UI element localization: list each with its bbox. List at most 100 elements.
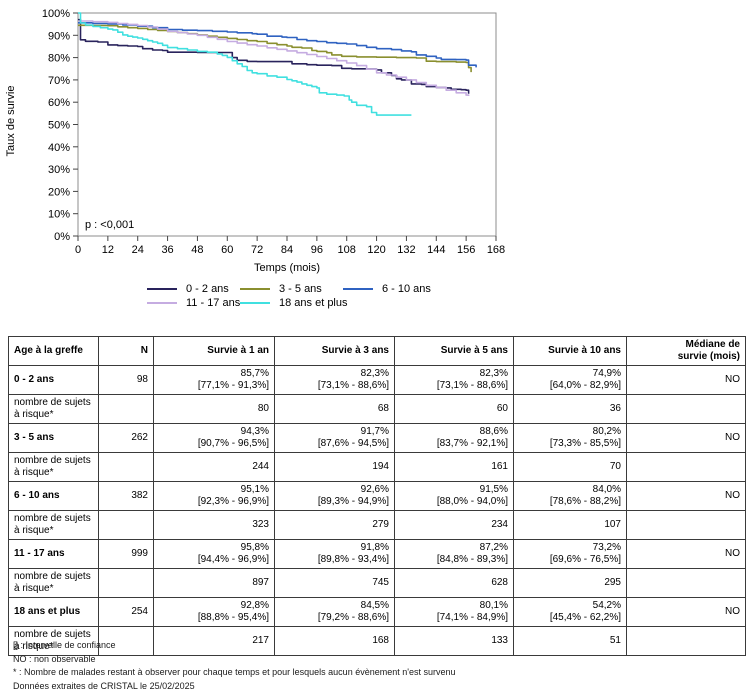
at-risk-count: 295	[514, 569, 627, 598]
survival-curve-3---5-ans	[78, 25, 471, 72]
column-header: Médiane de survie (mois)	[627, 337, 746, 366]
survival-value: 92,6%	[280, 484, 389, 496]
survival-value: 74,9%	[519, 368, 621, 380]
survival-value: 84,5%	[280, 600, 389, 612]
confidence-interval: [45,4% - 62,2%]	[519, 612, 621, 624]
survival-value: 92,8%	[159, 600, 269, 612]
legend-label: 11 - 17 ans	[186, 297, 240, 309]
x-tick-label: 72	[251, 244, 263, 256]
legend-label: 3 - 5 ans	[279, 283, 322, 295]
at-risk-count: 161	[395, 453, 514, 482]
survival-cell: 80,1%[74,1% - 84,9%]	[395, 598, 514, 627]
empty-cell	[627, 569, 746, 598]
at-risk-count: 36	[514, 395, 627, 424]
confidence-interval: [69,6% - 76,5%]	[519, 554, 621, 566]
at-risk-count: 51	[514, 627, 627, 656]
legend-label: 6 - 10 ans	[382, 283, 431, 295]
survival-cell: 84,5%[79,2% - 88,6%]	[275, 598, 395, 627]
survival-cell: 91,8%[89,8% - 93,4%]	[275, 540, 395, 569]
confidence-interval: [92,3% - 96,9%]	[159, 496, 269, 508]
confidence-interval: [77,1% - 91,3%]	[159, 380, 269, 392]
empty-cell	[99, 569, 154, 598]
y-tick-label: 20%	[48, 186, 70, 198]
confidence-interval: [74,1% - 84,9%]	[400, 612, 508, 624]
footnote-confidence-interval: [] : Intervalle de confiance	[13, 639, 455, 653]
empty-cell	[627, 627, 746, 656]
at-risk-count: 897	[154, 569, 275, 598]
group-n: 254	[99, 598, 154, 627]
y-axis-title: Taux de survie	[5, 66, 17, 176]
y-tick-label: 10%	[48, 209, 70, 221]
survival-cell: 92,6%[89,3% - 94,9%]	[275, 482, 395, 511]
x-tick-label: 24	[132, 244, 144, 256]
survival-value: 87,2%	[400, 542, 508, 554]
legend-line-swatch	[147, 302, 177, 304]
survival-cell: 74,9%[64,0% - 82,9%]	[514, 366, 627, 395]
x-tick-label: 156	[457, 244, 475, 256]
median-survival: NO	[627, 482, 746, 511]
confidence-interval: [90,7% - 96,5%]	[159, 438, 269, 450]
survival-cell: 80,2%[73,3% - 85,5%]	[514, 424, 627, 453]
x-tick-label: 132	[397, 244, 415, 256]
footnote-data-source: Données extraites de CRISTAL le 25/02/20…	[13, 680, 455, 693]
y-tick-label: 100%	[42, 8, 70, 20]
empty-cell	[99, 395, 154, 424]
x-tick-label: 60	[221, 244, 233, 256]
legend-entry-11-17-ans: 11 - 17 ans	[147, 296, 240, 310]
survival-cell: 73,2%[69,6% - 76,5%]	[514, 540, 627, 569]
confidence-interval: [83,7% - 92,1%]	[400, 438, 508, 450]
legend-entry-0-2-ans: 0 - 2 ans	[147, 282, 229, 296]
legend-entry-6-10-ans: 6 - 10 ans	[343, 282, 431, 296]
footnote-not-observable: NO : non observable	[13, 653, 455, 667]
survival-value: 95,8%	[159, 542, 269, 554]
legend-line-swatch	[147, 288, 177, 290]
survival-cell: 87,2%[84,8% - 89,3%]	[395, 540, 514, 569]
at-risk-count: 323	[154, 511, 275, 540]
survival-cell: 54,2%[45,4% - 62,2%]	[514, 598, 627, 627]
median-survival: NO	[627, 598, 746, 627]
survival-cell: 84,0%[78,6% - 88,2%]	[514, 482, 627, 511]
confidence-interval: [87,6% - 94,5%]	[280, 438, 389, 450]
confidence-interval: [78,6% - 88,2%]	[519, 496, 621, 508]
legend-entry-3-5-ans: 3 - 5 ans	[240, 282, 322, 296]
column-header: Survie à 5 ans	[395, 337, 514, 366]
survival-value: 91,8%	[280, 542, 389, 554]
confidence-interval: [88,8% - 95,4%]	[159, 612, 269, 624]
median-survival: NO	[627, 424, 746, 453]
group-n: 382	[99, 482, 154, 511]
empty-cell	[627, 453, 746, 482]
confidence-interval: [79,2% - 88,6%]	[280, 612, 389, 624]
survival-value: 95,1%	[159, 484, 269, 496]
empty-cell	[99, 511, 154, 540]
survival-cell: 88,6%[83,7% - 92,1%]	[395, 424, 514, 453]
confidence-interval: [88,0% - 94,0%]	[400, 496, 508, 508]
empty-cell	[627, 395, 746, 424]
column-header: N	[99, 337, 154, 366]
survival-cell: 94,3%[90,7% - 96,5%]	[154, 424, 275, 453]
y-tick-label: 40%	[48, 142, 70, 154]
confidence-interval: [73,3% - 85,5%]	[519, 438, 621, 450]
group-n: 98	[99, 366, 154, 395]
survival-value: 88,6%	[400, 426, 508, 438]
at-risk-count: 107	[514, 511, 627, 540]
at-risk-count: 279	[275, 511, 395, 540]
at-risk-label: nombre de sujets à risque*	[9, 395, 99, 424]
survival-cell: 92,8%[88,8% - 95,4%]	[154, 598, 275, 627]
legend-entry-18-ans-et-plus: 18 ans et plus	[240, 296, 348, 310]
y-tick-label: 60%	[48, 97, 70, 109]
at-risk-count: 80	[154, 395, 275, 424]
column-header: Age à la greffe	[9, 337, 99, 366]
legend-label: 0 - 2 ans	[186, 283, 229, 295]
survival-cell: 82,3%[73,1% - 88,6%]	[395, 366, 514, 395]
y-tick-label: 90%	[48, 30, 70, 42]
